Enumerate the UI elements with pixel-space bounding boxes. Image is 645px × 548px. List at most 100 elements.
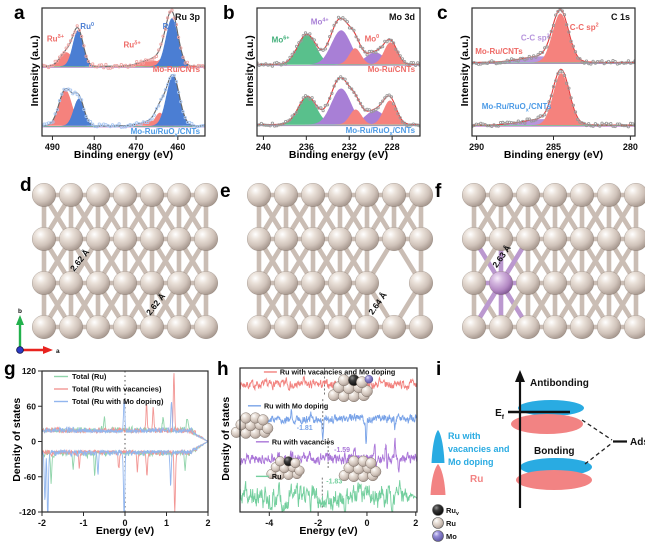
xps-data-point	[631, 122, 635, 126]
xps-data-point	[376, 47, 380, 51]
x-tick-label: 2	[205, 518, 210, 528]
panel-letter-g: g	[4, 359, 16, 380]
d-band-center-value: -1.81	[297, 425, 313, 432]
ru-atom	[31, 270, 57, 296]
ru-atom	[300, 314, 326, 340]
ru-atom	[408, 314, 434, 340]
xps-data-point	[321, 48, 325, 52]
xps-data-point	[161, 94, 165, 98]
legend-doped-label: Ru with	[448, 431, 481, 441]
ru-atom	[166, 226, 192, 252]
ru-atom	[85, 270, 111, 296]
xps-data-point	[545, 108, 549, 112]
ru-atom	[327, 226, 353, 252]
xps-data-point	[86, 118, 90, 122]
ru-atom	[31, 182, 57, 208]
xps-data-point	[314, 43, 319, 47]
xps-data-point	[152, 113, 156, 117]
atom-legend-label: Mo	[446, 532, 457, 541]
xps-data-point	[46, 65, 51, 70]
xps-data-point	[523, 121, 527, 125]
xps-data-point	[286, 59, 290, 63]
xps-data-point	[99, 63, 104, 67]
x-tick-label: 236	[299, 142, 314, 152]
xps-data-point	[119, 62, 123, 67]
xps-peak-fill	[257, 34, 420, 65]
xps-data-point	[556, 72, 560, 76]
xps-data-point	[185, 60, 189, 64]
b-axis-arrowhead	[16, 315, 24, 325]
ru-atom	[596, 314, 622, 340]
xps-data-point	[631, 60, 635, 65]
dos-chart-total: -2 -1 0 1 2 120 60 0 -60 -120 Total (Ru) Total (Ru …	[19, 366, 211, 528]
ru-atom	[488, 182, 514, 208]
cluster-ru-atom	[370, 466, 382, 478]
xps-data-point	[527, 54, 531, 59]
xps-data-point	[126, 65, 130, 69]
cluster-ru-atom	[361, 385, 373, 398]
ru-atom	[542, 226, 568, 252]
xps-peak-fill	[472, 13, 635, 63]
xps-data-point	[168, 76, 172, 81]
ru-atom	[515, 182, 541, 208]
y-axis-title: Intensity (a.u.)	[459, 35, 472, 107]
ru-atom	[58, 182, 84, 208]
xps-data-point	[562, 13, 567, 17]
xps-data-point	[556, 9, 560, 14]
xps-data-point	[294, 44, 299, 48]
xps-chart-c1s: 290 285 280 C 1s C-C sp3 C-C sp2 Mo-Ru/CNTs Mo-…	[469, 7, 638, 152]
a-axis-arrowhead	[43, 346, 53, 354]
panel-letter-c: c	[437, 3, 448, 24]
xps-data-point	[571, 103, 575, 107]
xps-data-point	[108, 124, 112, 129]
atom-lattice	[246, 182, 434, 340]
d-band-center-value: -1.83	[326, 479, 342, 486]
xps-data-point	[345, 81, 349, 85]
xps-data-point	[161, 34, 165, 38]
x-tick-label: 1	[164, 518, 169, 528]
xps-data-point	[299, 39, 303, 43]
panel-letter-b: b	[223, 3, 235, 24]
xps-data-point	[170, 8, 174, 12]
annotation: Mo-Ru/RuOx/CNTs	[131, 127, 201, 138]
xps-data-point	[141, 61, 145, 65]
xps-data-point	[154, 54, 159, 58]
plot-area	[472, 8, 635, 129]
ru-atom	[408, 182, 434, 208]
crystal-structure-ru: 2.62 Å2.62 Åba	[16, 182, 219, 355]
xps-data-point	[381, 99, 385, 103]
xps-data-point	[194, 65, 198, 69]
xps-data-point	[336, 77, 341, 81]
cluster-ru-atom	[257, 414, 269, 426]
ru-atom	[300, 270, 326, 296]
xps-data-point	[82, 107, 86, 112]
xps-data-point	[152, 56, 156, 60]
xps-data-point	[569, 96, 573, 100]
xps-data-point	[365, 53, 369, 57]
xps-data-point	[190, 121, 194, 126]
cluster-ru-atom	[274, 456, 286, 467]
xps-data-point	[51, 63, 55, 68]
xps-data-point	[150, 117, 154, 121]
xps-data-point	[268, 124, 272, 128]
xps-data-point	[328, 34, 332, 39]
x-tick-label: 470	[129, 142, 144, 152]
ru-atom	[85, 226, 111, 252]
annotation: Mo4+	[311, 18, 329, 27]
xps-chart-mo3d: 240 236 232 228 Mo 3d Mo6+ Mo4+ Mo0 Mo-Ru/CNTs Mo…	[256, 7, 421, 152]
xps-data-point	[414, 63, 418, 67]
ru-atom	[273, 182, 299, 208]
plot-area	[257, 15, 420, 128]
xps-data-point	[521, 119, 525, 124]
xps-data-point	[485, 61, 489, 65]
xps-data-point	[319, 106, 323, 110]
ru-atom	[381, 314, 407, 340]
xps-data-point	[607, 59, 611, 64]
atom-legend-swatch	[432, 517, 444, 529]
y-tick-label: 60	[27, 401, 37, 411]
xps-data-point	[310, 96, 314, 100]
xps-data-point	[562, 73, 567, 77]
xps-data-point	[64, 46, 68, 50]
xps-data-point	[593, 122, 597, 126]
